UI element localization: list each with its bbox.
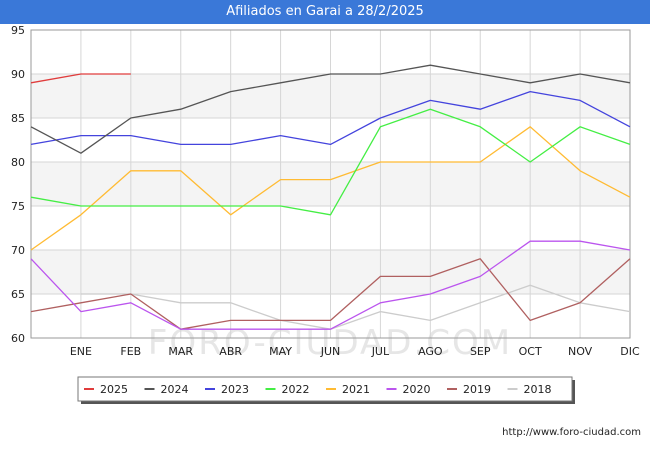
series-line-2023	[30, 90, 631, 146]
legend-label-2019: 2019	[463, 383, 491, 396]
y-tick-label: 60	[11, 332, 25, 345]
series-line-2024	[30, 64, 631, 154]
legend-label-2025: 2025	[100, 383, 128, 396]
x-tick-label: MAR	[168, 345, 193, 358]
y-tick-label: 75	[11, 200, 25, 213]
y-tick-label: 80	[11, 156, 25, 169]
y-tick-label: 90	[11, 68, 25, 81]
y-axis: 60 65 70 75 80 85 90 95	[11, 24, 25, 345]
x-tick-label: JUL	[371, 345, 390, 358]
legend-label-2024: 2024	[161, 383, 189, 396]
series-line-2020	[30, 240, 631, 330]
series-line-2019	[30, 258, 631, 330]
legend-label-2020: 2020	[403, 383, 431, 396]
y-tick-label: 70	[11, 244, 25, 257]
x-tick-label: AGO	[418, 345, 443, 358]
x-tick-label: MAY	[269, 345, 292, 358]
x-axis: ENE FEB MAR ABR MAY JUN JUL AGO SEP OCT NOV DIC	[70, 345, 640, 358]
y-tick-label: 65	[11, 288, 25, 301]
x-tick-label: OCT	[519, 345, 542, 358]
x-tick-label: NOV	[568, 345, 593, 358]
chart-title: Afiliados en Garai a 28/2/2025	[0, 0, 650, 24]
legend-label-2021: 2021	[342, 383, 370, 396]
legend-label-2018: 2018	[524, 383, 552, 396]
y-tick-label: 85	[11, 112, 25, 125]
legend-label-2022: 2022	[282, 383, 310, 396]
y-tick-label: 95	[11, 24, 25, 37]
legend: 2025 2024 2023 2022 2021 2020 2019 2018	[77, 376, 575, 404]
plot-border	[30, 29, 631, 339]
legend-box	[77, 376, 573, 402]
x-tick-label: ENE	[70, 345, 92, 358]
x-tick-label: JUN	[320, 345, 341, 358]
series-line-2025	[30, 73, 131, 84]
x-tick-label: ABR	[219, 345, 242, 358]
legend-label-2023: 2023	[221, 383, 249, 396]
grid-lines	[30, 29, 631, 339]
series-line-2022	[30, 108, 631, 216]
x-tick-label: DIC	[620, 345, 640, 358]
x-tick-label: FEB	[120, 345, 141, 358]
series-line-2018	[80, 284, 631, 330]
source-url[interactable]: http://www.foro-ciudad.com	[502, 427, 641, 438]
x-tick-label: SEP	[470, 345, 491, 358]
series-lines	[30, 64, 631, 330]
series-line-2021	[30, 126, 631, 251]
